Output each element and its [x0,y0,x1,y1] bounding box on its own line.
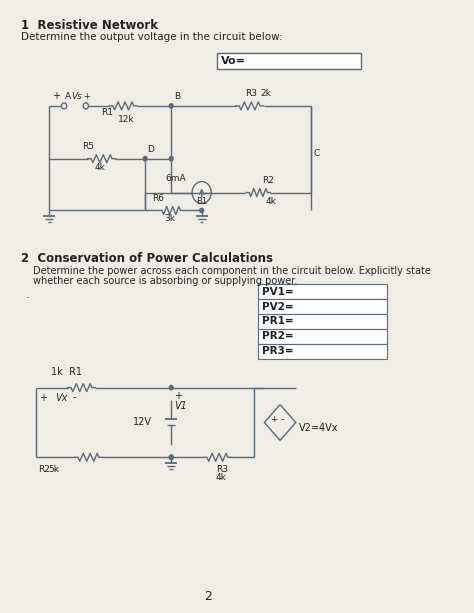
Text: whether each source is absorbing or supplying power.: whether each source is absorbing or supp… [33,276,297,286]
Text: PR3=: PR3= [262,346,293,356]
Text: 4k: 4k [95,162,105,172]
Text: R1: R1 [100,108,113,117]
Bar [258,284,387,299]
Text: 4k: 4k [265,197,276,205]
Text: 3k: 3k [164,215,175,223]
Text: R5: R5 [82,142,94,151]
Text: V1: V1 [174,400,187,411]
Text: PV1=: PV1= [262,286,293,297]
Text: R2: R2 [38,465,50,474]
Text: 1k  R1: 1k R1 [51,367,82,377]
Text: 5k: 5k [48,465,59,474]
Text: 6mA: 6mA [165,174,186,183]
Text: Determine the power across each component in the circuit below. Explicitly state: Determine the power across each componen… [33,266,430,276]
Text: Determine the output voltage in the circuit below:: Determine the output voltage in the circ… [20,32,282,42]
Text: 12V: 12V [133,417,152,427]
Bar [258,314,387,329]
Text: -: - [73,392,76,403]
Text: Vx: Vx [55,392,68,403]
Text: +: + [174,390,182,400]
Circle shape [169,104,173,108]
Text: A: A [65,93,71,102]
Bar [258,344,387,359]
Circle shape [200,208,204,213]
Text: + -: + - [271,415,285,424]
Text: PV2=: PV2= [262,302,293,311]
Text: B: B [174,93,180,102]
Text: 2  Conservation of Power Calculations: 2 Conservation of Power Calculations [20,252,273,265]
Circle shape [169,455,173,460]
Text: B1: B1 [196,197,208,206]
Text: 4k: 4k [216,473,227,482]
Text: R6: R6 [152,194,164,203]
Text: +: + [83,93,90,102]
Text: C: C [313,149,319,158]
Circle shape [143,156,147,161]
Bar [258,329,387,344]
Text: V2=4Vx: V2=4Vx [299,424,339,433]
Text: PR2=: PR2= [262,332,293,341]
Bar [218,53,361,69]
Text: R3: R3 [245,89,257,99]
Circle shape [169,455,173,460]
Text: 12k: 12k [118,115,135,124]
Bar [258,299,387,314]
Text: Vo=: Vo= [221,56,246,66]
Text: Vs: Vs [71,93,82,102]
Text: +: + [39,392,47,403]
Text: PR1=: PR1= [262,316,293,327]
Text: D: D [147,145,154,154]
Circle shape [169,156,173,161]
Text: 1  Resistive Network: 1 Resistive Network [20,19,157,32]
Text: +: + [52,91,60,101]
Circle shape [169,386,173,390]
Text: 2k: 2k [260,89,271,99]
Text: R3: R3 [216,465,228,474]
Text: R2: R2 [262,176,273,185]
Text: .: . [26,290,29,300]
Text: 2: 2 [204,590,212,603]
